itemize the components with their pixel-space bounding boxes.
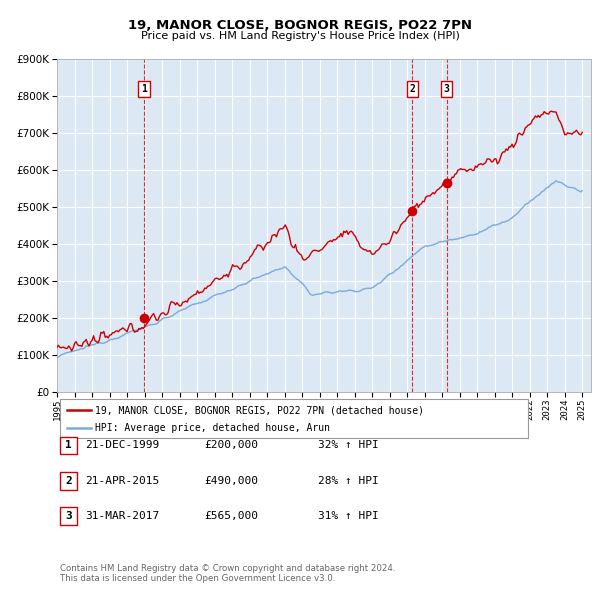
Text: 19, MANOR CLOSE, BOGNOR REGIS, PO22 7PN (detached house): 19, MANOR CLOSE, BOGNOR REGIS, PO22 7PN … <box>95 405 424 415</box>
Text: £200,000: £200,000 <box>204 441 258 450</box>
Text: 21-APR-2015: 21-APR-2015 <box>85 476 160 486</box>
Text: £565,000: £565,000 <box>204 512 258 521</box>
Text: 3: 3 <box>65 512 72 521</box>
Text: HPI: Average price, detached house, Arun: HPI: Average price, detached house, Arun <box>95 423 330 433</box>
Text: 31% ↑ HPI: 31% ↑ HPI <box>318 512 379 521</box>
Text: £490,000: £490,000 <box>204 476 258 486</box>
Text: 2: 2 <box>409 84 415 94</box>
Text: 19, MANOR CLOSE, BOGNOR REGIS, PO22 7PN: 19, MANOR CLOSE, BOGNOR REGIS, PO22 7PN <box>128 19 472 32</box>
Text: Contains HM Land Registry data © Crown copyright and database right 2024.
This d: Contains HM Land Registry data © Crown c… <box>60 563 395 583</box>
Text: Price paid vs. HM Land Registry's House Price Index (HPI): Price paid vs. HM Land Registry's House … <box>140 31 460 41</box>
Text: 21-DEC-1999: 21-DEC-1999 <box>85 441 160 450</box>
Text: 31-MAR-2017: 31-MAR-2017 <box>85 512 160 521</box>
Text: 28% ↑ HPI: 28% ↑ HPI <box>318 476 379 486</box>
Text: 1: 1 <box>65 441 72 450</box>
Text: 3: 3 <box>443 84 449 94</box>
Text: 32% ↑ HPI: 32% ↑ HPI <box>318 441 379 450</box>
Text: 2: 2 <box>65 476 72 486</box>
Text: 1: 1 <box>141 84 147 94</box>
